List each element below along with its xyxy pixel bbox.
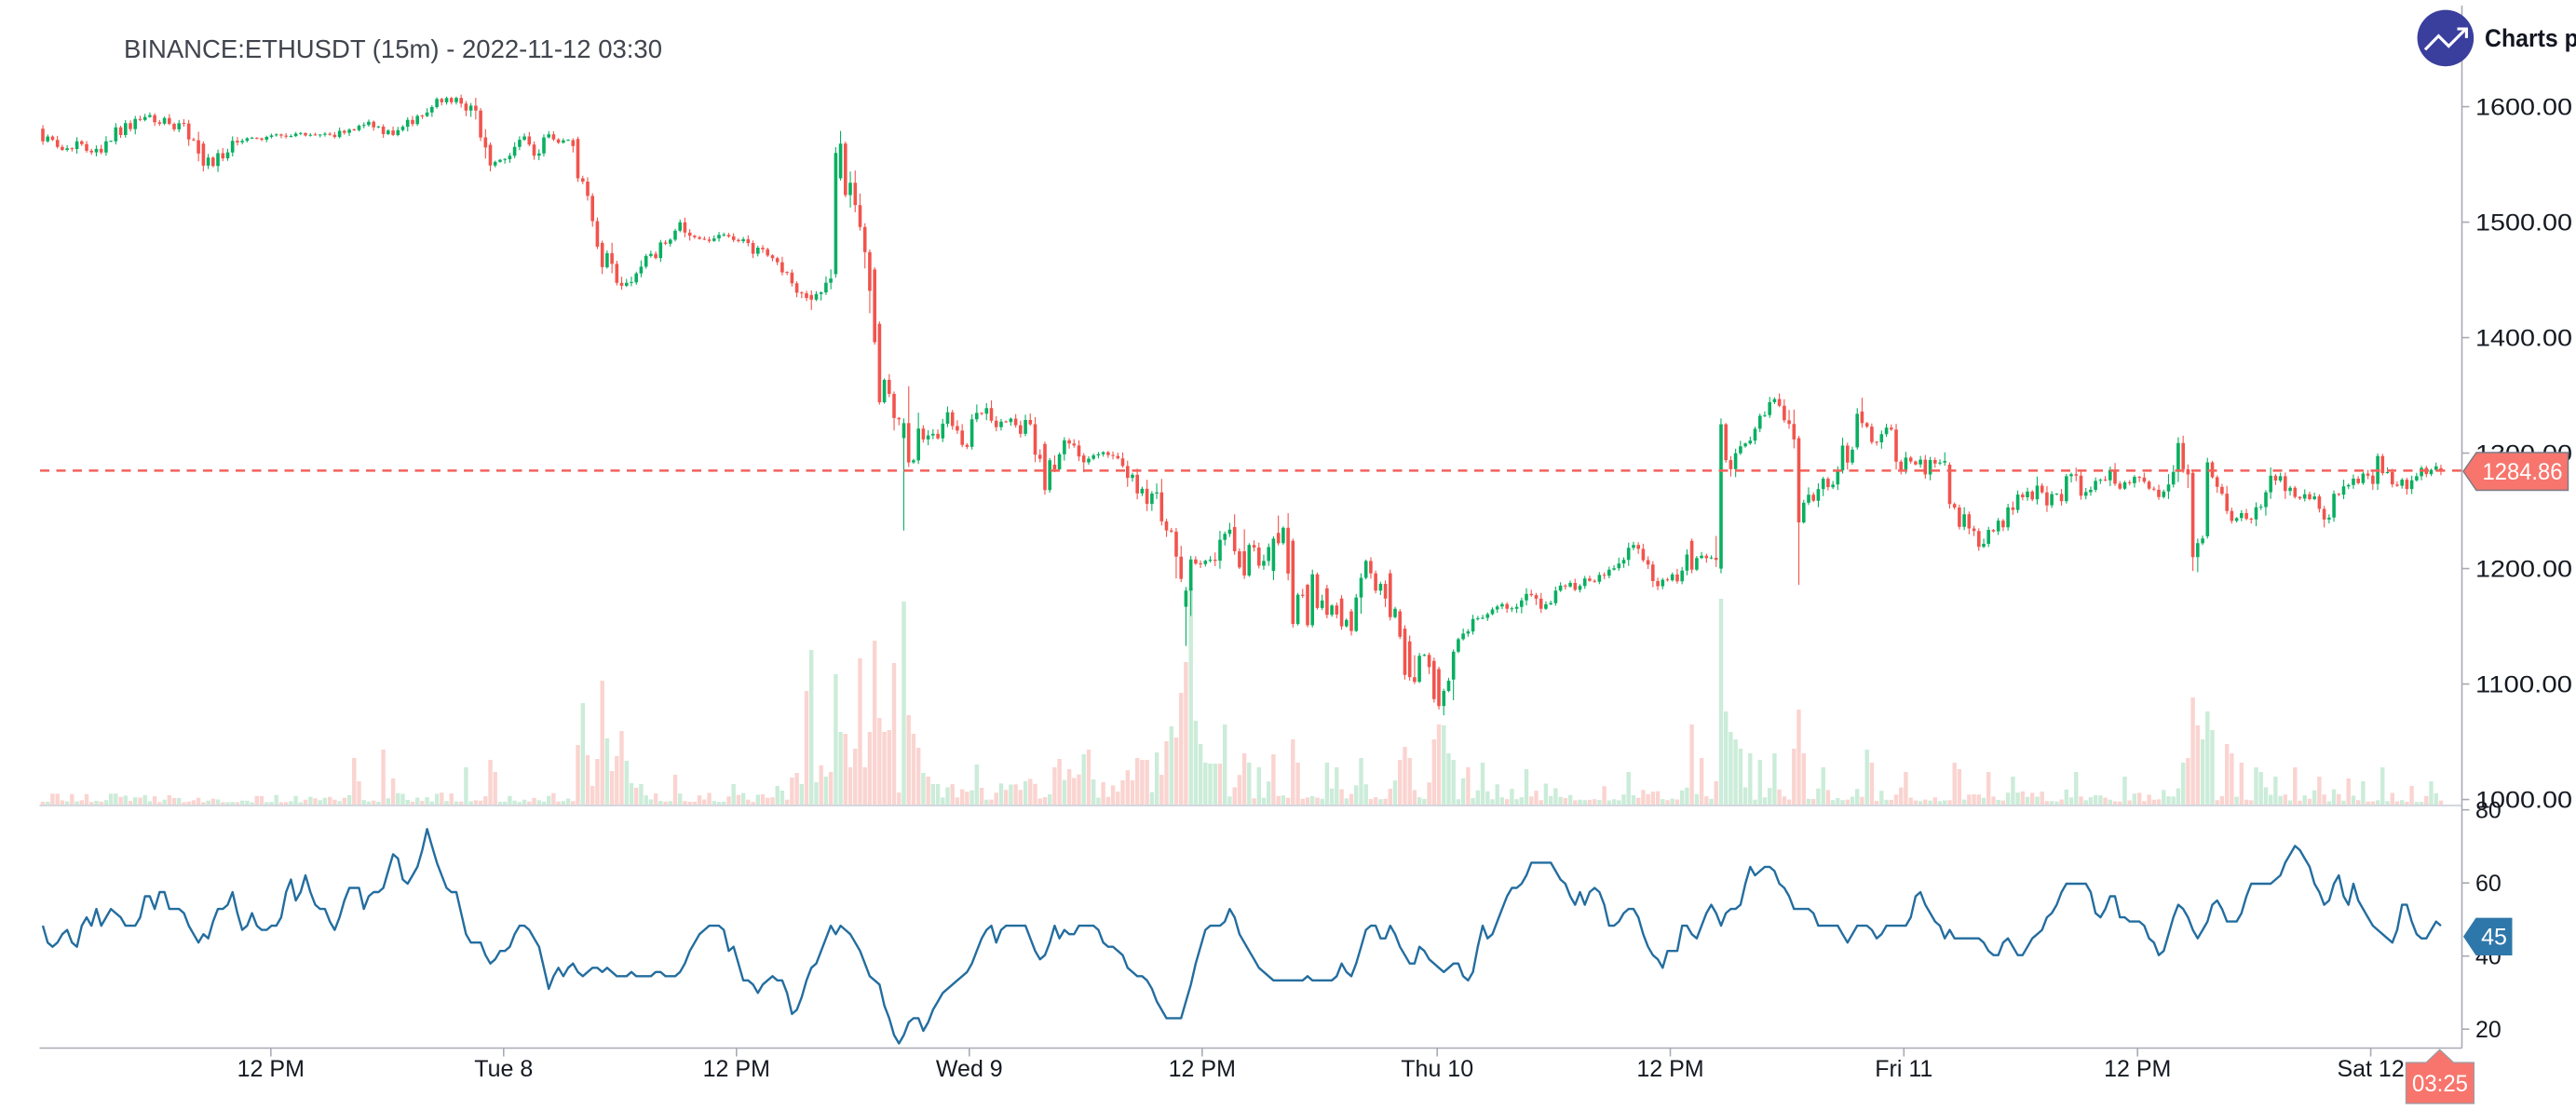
svg-text:1200.00: 1200.00 bbox=[2475, 557, 2572, 583]
svg-text:80: 80 bbox=[2475, 798, 2501, 824]
svg-text:Fri 11: Fri 11 bbox=[1875, 1056, 1932, 1082]
svg-text:12 PM: 12 PM bbox=[1169, 1056, 1236, 1082]
svg-text:20: 20 bbox=[2475, 1017, 2501, 1043]
svg-text:03:25: 03:25 bbox=[2412, 1071, 2468, 1097]
svg-text:45: 45 bbox=[2481, 925, 2507, 951]
svg-text:1000.00: 1000.00 bbox=[2475, 788, 2572, 814]
svg-text:12 PM: 12 PM bbox=[2104, 1056, 2171, 1082]
svg-text:Wed 9: Wed 9 bbox=[936, 1056, 1003, 1082]
svg-text:Charts po: Charts po bbox=[2485, 24, 2576, 52]
svg-text:Thu 10: Thu 10 bbox=[1401, 1056, 1473, 1082]
svg-text:12 PM: 12 PM bbox=[1636, 1056, 1703, 1082]
svg-text:12 PM: 12 PM bbox=[237, 1056, 305, 1082]
svg-text:Sat 12: Sat 12 bbox=[2337, 1056, 2404, 1082]
svg-text:BINANCE:ETHUSDT (15m) - 2022-1: BINANCE:ETHUSDT (15m) - 2022-11-12 03:30 bbox=[124, 34, 662, 63]
svg-text:1500.00: 1500.00 bbox=[2475, 210, 2572, 237]
svg-text:60: 60 bbox=[2475, 871, 2501, 897]
svg-text:1284.86: 1284.86 bbox=[2483, 459, 2563, 485]
svg-text:1100.00: 1100.00 bbox=[2475, 672, 2572, 698]
svg-text:12 PM: 12 PM bbox=[703, 1056, 770, 1082]
svg-text:Tue 8: Tue 8 bbox=[474, 1056, 533, 1082]
svg-text:1400.00: 1400.00 bbox=[2475, 326, 2572, 352]
svg-text:1600.00: 1600.00 bbox=[2475, 95, 2572, 121]
